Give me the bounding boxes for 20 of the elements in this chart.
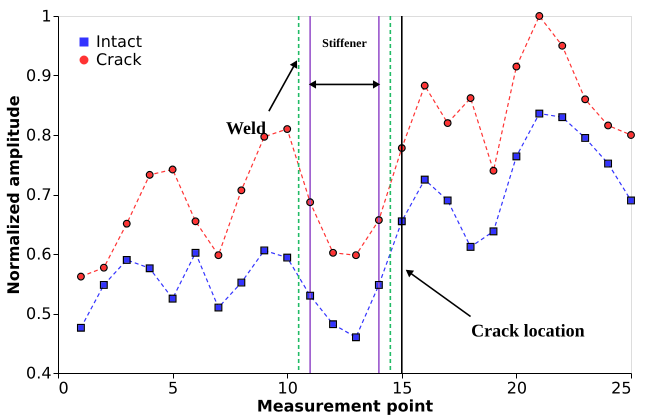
y-tick-label: 1 (41, 6, 52, 26)
legend-label: Intact (96, 32, 142, 51)
y-tick-label: 0.7 (26, 185, 52, 204)
x-tick-label: 0 (58, 378, 69, 398)
y-tick-label: 0.4 (26, 364, 52, 382)
y-tick-label: 0.9 (26, 66, 52, 85)
x-tick-label: 15 (392, 378, 412, 398)
annotation: Stiffener (322, 36, 368, 50)
x-axis-title: Measurement point (256, 396, 434, 416)
x-tick-label: 5 (168, 378, 178, 398)
y-tick-label: 0.8 (26, 126, 52, 144)
x-tick-label: 20 (506, 378, 528, 398)
legend-label: Crack (96, 50, 142, 69)
annotation: Weld (226, 118, 266, 138)
y-axis-title: Normalized amplitude (4, 95, 24, 295)
y-tick-label: 0.5 (26, 304, 52, 323)
annotation: Crack location (471, 320, 585, 340)
y-tick-label: 0.6 (26, 244, 52, 264)
x-tick-label: 10 (278, 378, 298, 398)
x-tick-label: 25 (611, 378, 632, 398)
